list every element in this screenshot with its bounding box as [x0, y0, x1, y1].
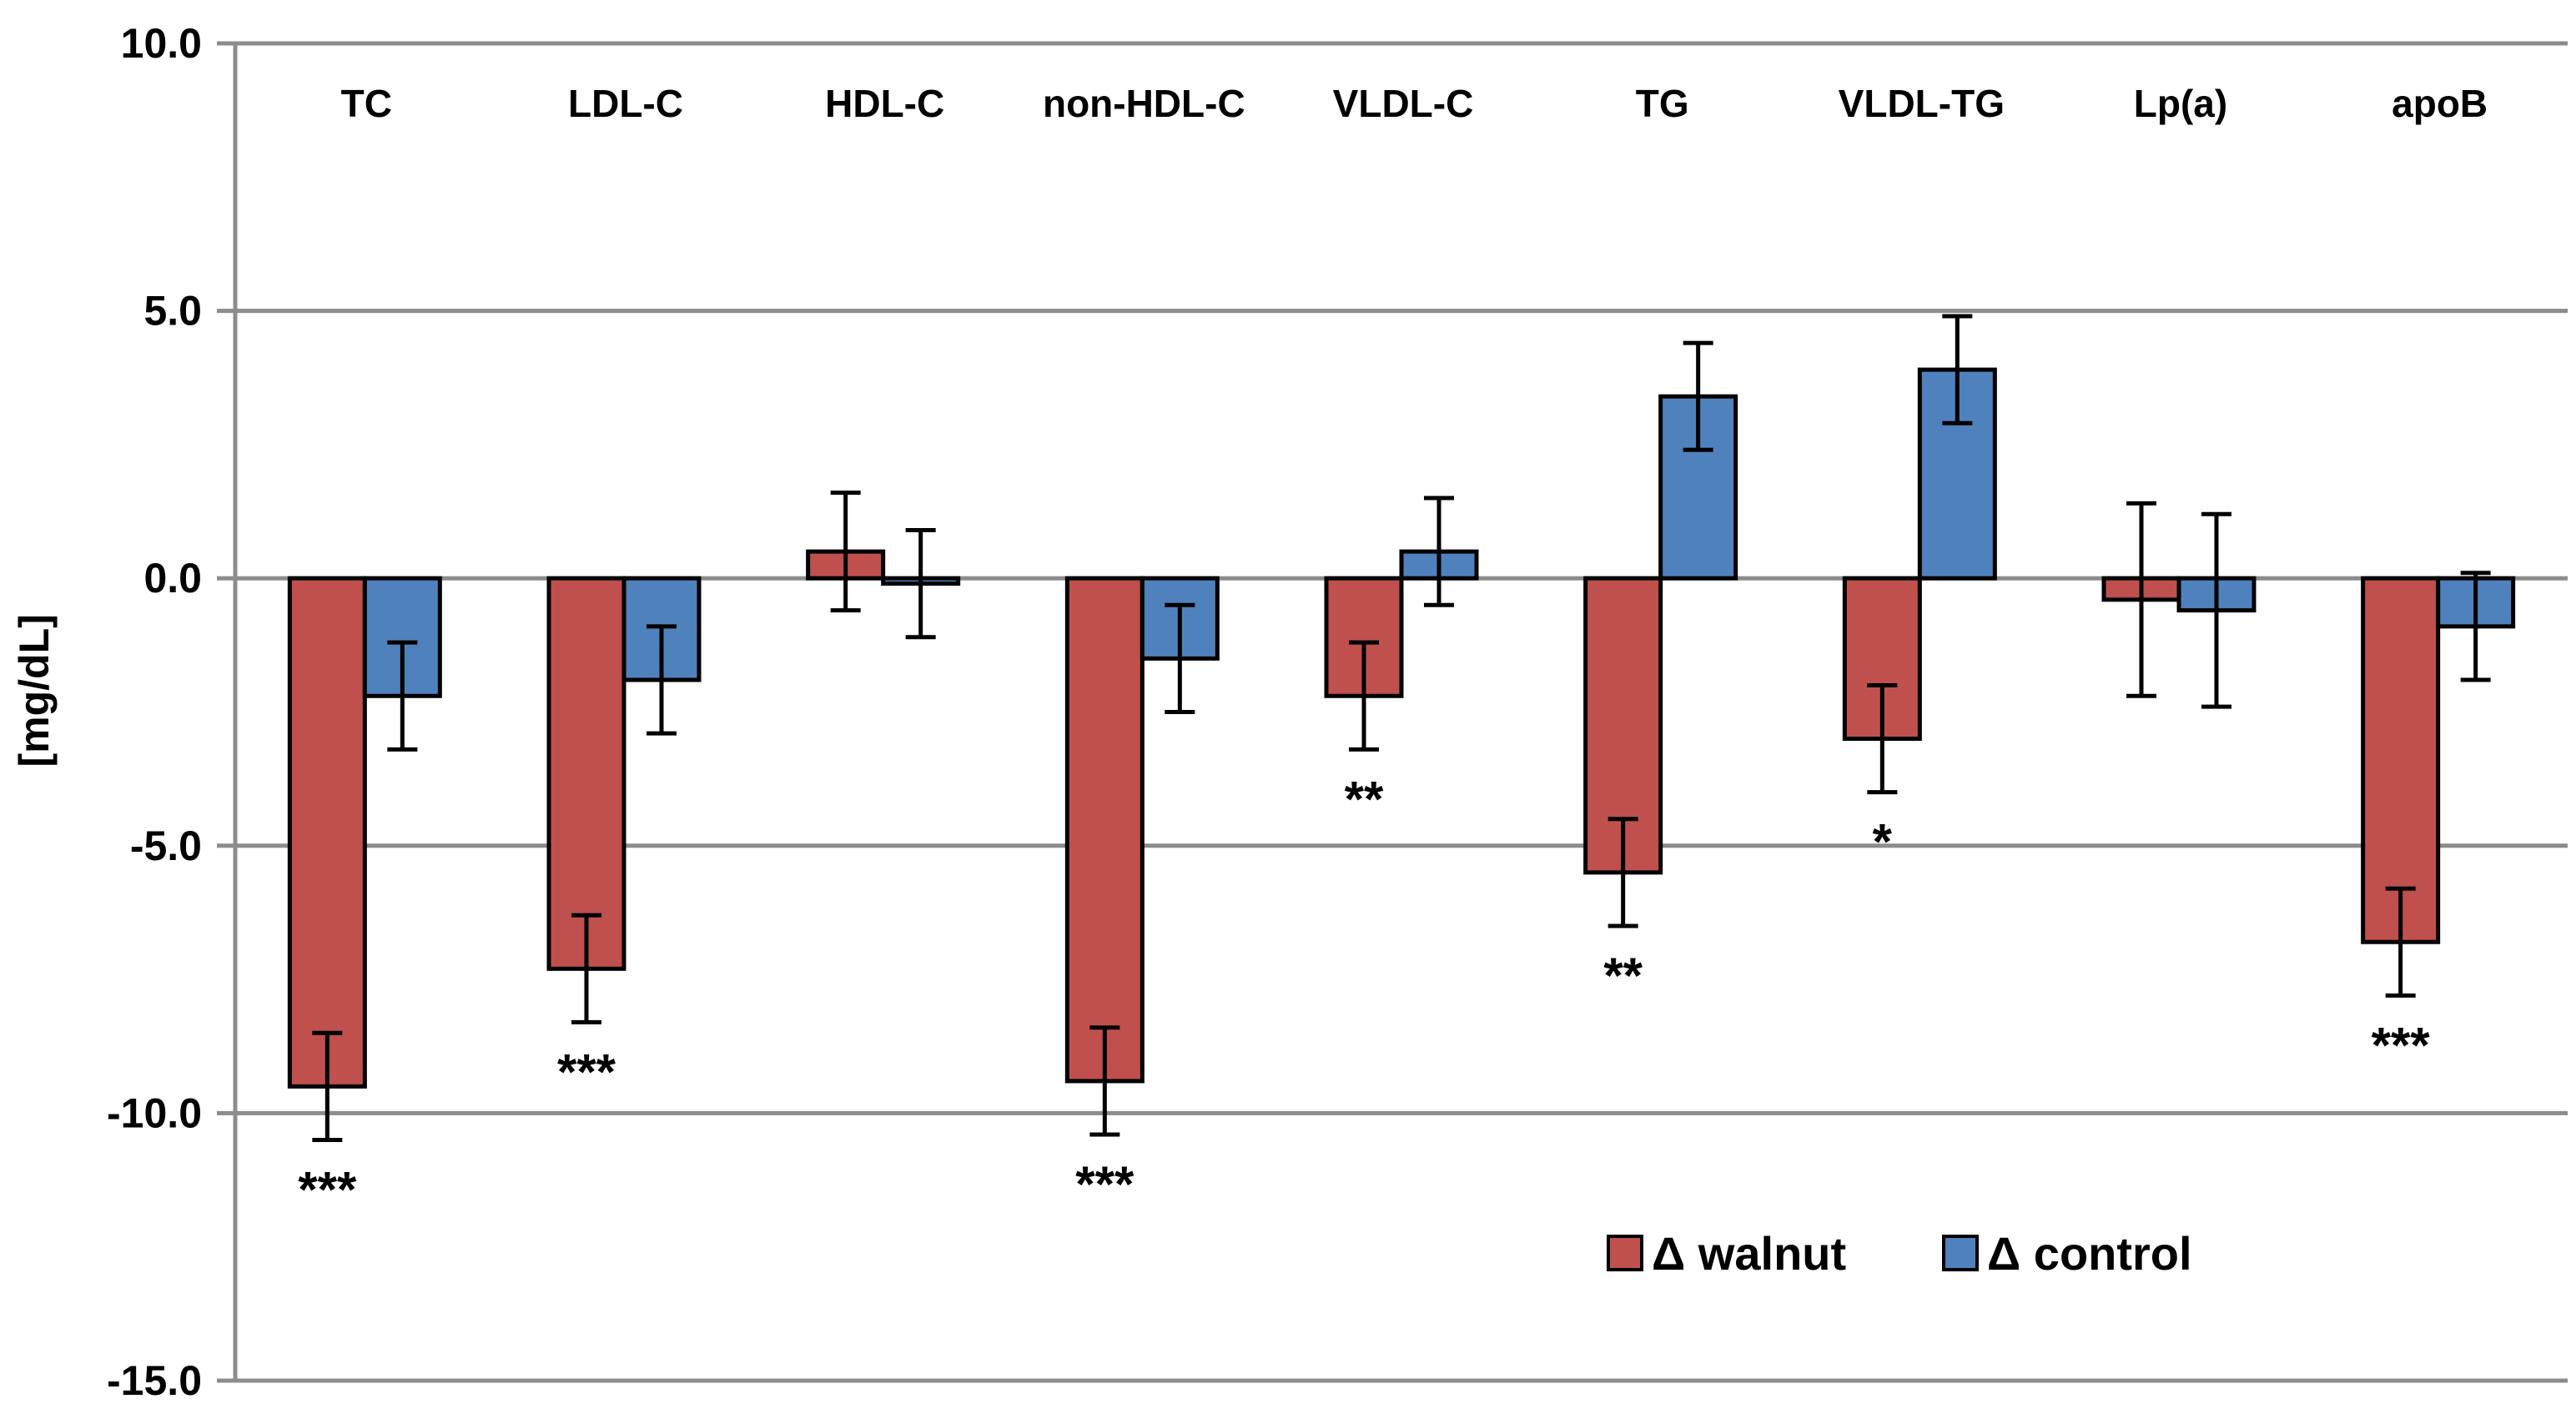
error-bars	[312, 314, 2491, 1142]
legend: Δ walnut Δ control	[1607, 1227, 2192, 1280]
y-tick-label: 5.0	[143, 288, 202, 335]
category-label: non-HDL-C	[1043, 82, 1245, 125]
significance-marker: *	[1873, 814, 1893, 870]
category-label: HDL-C	[825, 82, 944, 125]
category-label: VLDL-TG	[1839, 82, 2005, 125]
y-tick-label: -5.0	[130, 823, 202, 869]
significance-marker: ***	[1075, 1156, 1135, 1212]
bar-walnut	[1064, 576, 1145, 1084]
significance-marker: ***	[2372, 1017, 2431, 1073]
y-tick-label: 10.0	[121, 20, 202, 67]
axes	[217, 41, 238, 1383]
category-label: TG	[1636, 82, 1689, 125]
y-tick-label: -10.0	[107, 1089, 202, 1136]
bar-walnut	[546, 576, 626, 971]
legend-swatch	[1607, 1235, 1643, 1271]
significance-marker: **	[1345, 771, 1384, 827]
legend-label: Δ control	[1987, 1227, 2192, 1280]
significance-marker: ***	[557, 1044, 616, 1099]
y-tick-label: -15.0	[107, 1357, 202, 1404]
category-label: VLDL-C	[1333, 82, 1474, 125]
labels: 10.0 5.0 0.0 -5.0 -10.0 -15.0 [mg/dL] TC LDL-C HD…	[11, 20, 2488, 1404]
category-label: TC	[341, 82, 392, 125]
legend-swatch	[1942, 1235, 1979, 1271]
y-tick-label: 0.0	[143, 555, 202, 601]
bars	[287, 367, 2516, 1089]
significance-marker: **	[1603, 948, 1643, 1004]
legend-label: Δ walnut	[1652, 1227, 1846, 1280]
y-axis-title: [mg/dL]	[11, 614, 58, 767]
category-label: Lp(a)	[2134, 82, 2227, 125]
category-label: LDL-C	[568, 82, 683, 125]
bar-walnut	[2361, 576, 2441, 944]
bar-walnut	[287, 576, 367, 1089]
significance-marker: ***	[298, 1161, 357, 1217]
category-label: apoB	[2392, 82, 2488, 125]
